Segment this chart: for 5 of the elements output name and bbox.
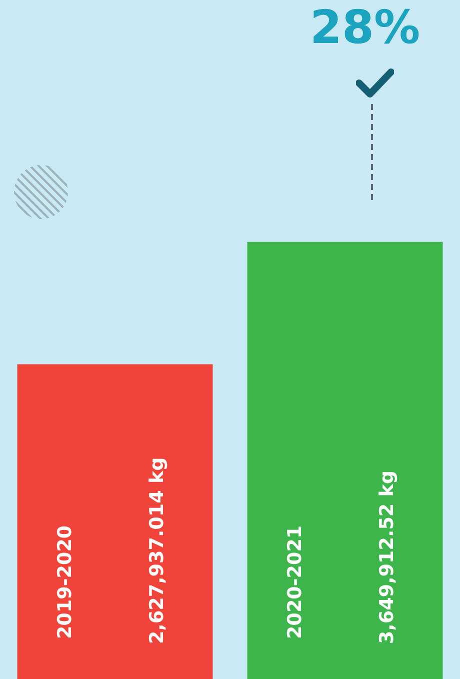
text: 28%: [310, 0, 420, 54]
data-label: 2,627,937.014 kg: [146, 457, 168, 644]
data-label: 3,649,912.52 kg: [376, 470, 398, 644]
x-tick-label: 2020-2021: [284, 525, 306, 639]
x-tick-label: 2019-2020: [54, 525, 76, 639]
